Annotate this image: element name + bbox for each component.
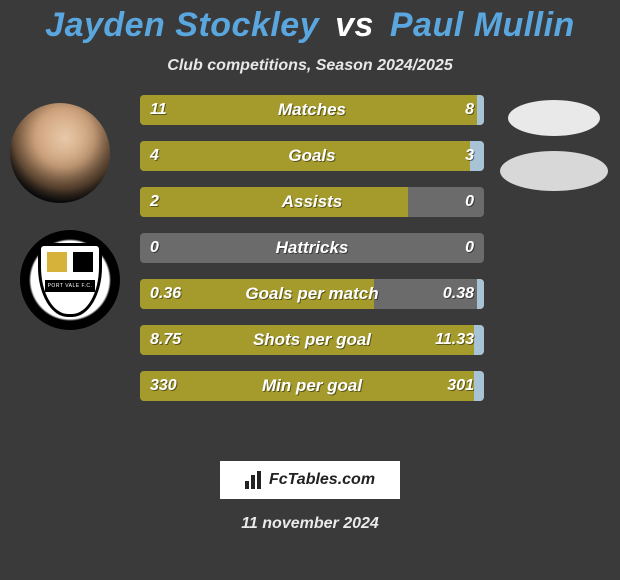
stat-row: 118Matches xyxy=(140,95,484,125)
stat-label: Min per goal xyxy=(140,371,484,401)
club-badge: PORT VALE F.C. xyxy=(20,230,120,330)
brand-badge: FcTables.com xyxy=(220,461,400,499)
player2-avatar-ellipse-2 xyxy=(500,151,608,191)
brand-text: FcTables.com xyxy=(269,471,375,489)
comparison-stage: PORT VALE F.C. 118Matches 43Goals 20Assist… xyxy=(0,95,620,435)
stat-row: 43Goals xyxy=(140,141,484,171)
stat-row: 00Hattricks xyxy=(140,233,484,263)
player1-avatar xyxy=(10,103,110,203)
player2-avatar-ellipse-1 xyxy=(508,100,600,136)
vs-separator: vs xyxy=(335,6,374,44)
stat-row: 8.7511.33Shots per goal xyxy=(140,325,484,355)
stat-label: Goals per match xyxy=(140,279,484,309)
stat-label: Hattricks xyxy=(140,233,484,263)
player2-name: Paul Mullin xyxy=(390,6,575,44)
stat-label: Shots per goal xyxy=(140,325,484,355)
bar-chart-icon xyxy=(245,471,263,489)
title-block: Jayden Stockley vs Paul Mullin xyxy=(0,0,620,45)
stat-label: Goals xyxy=(140,141,484,171)
subtitle: Club competitions, Season 2024/2025 xyxy=(0,57,620,75)
page-title: Jayden Stockley vs Paul Mullin xyxy=(0,6,620,45)
stat-label: Assists xyxy=(140,187,484,217)
club-badge-text: PORT VALE F.C. xyxy=(45,280,95,292)
stat-row: 330301Min per goal xyxy=(140,371,484,401)
club-badge-shield: PORT VALE F.C. xyxy=(38,243,102,317)
stat-row: 20Assists xyxy=(140,187,484,217)
stat-bars: 118Matches 43Goals 20Assists 00Hattricks 0.3… xyxy=(140,95,484,417)
footer-date: 11 november 2024 xyxy=(0,515,620,533)
stat-label: Matches xyxy=(140,95,484,125)
stat-row: 0.360.38Goals per match xyxy=(140,279,484,309)
player1-name: Jayden Stockley xyxy=(45,6,319,44)
